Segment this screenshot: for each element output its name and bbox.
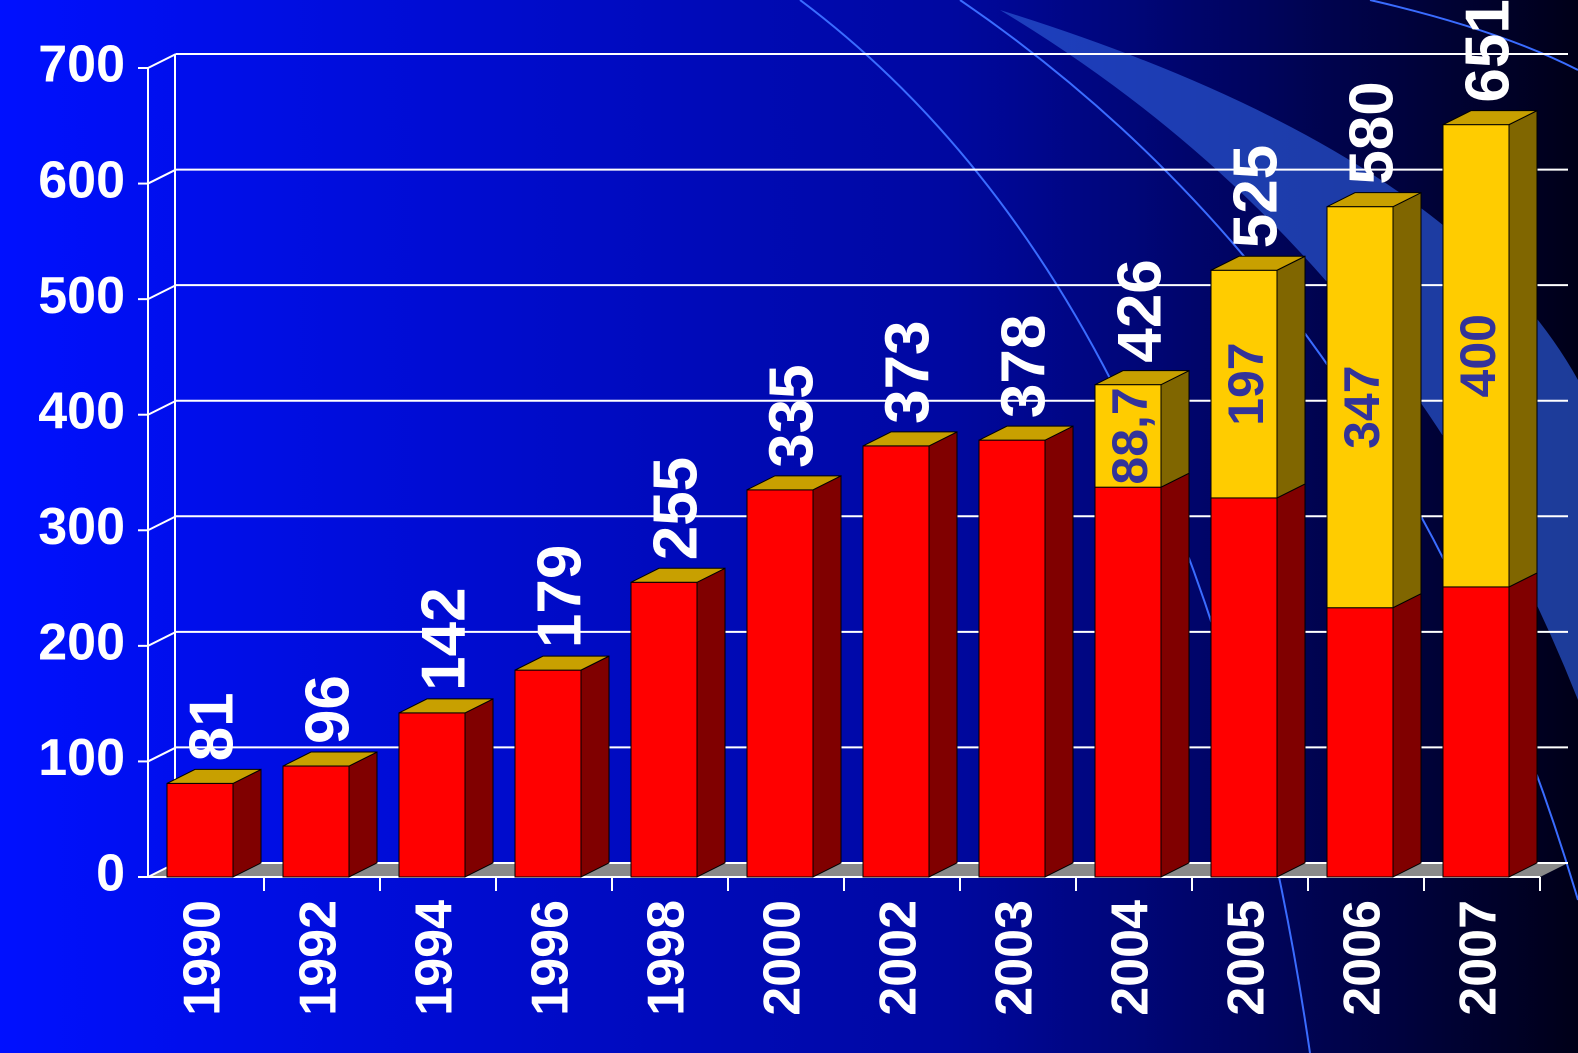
bar-side: [1160, 369, 1190, 488]
grid-line-side: [147, 399, 177, 416]
bar-side: [1044, 425, 1074, 878]
x-tick-label: 2004: [1102, 900, 1160, 1016]
bar-top: [862, 431, 958, 447]
x-tick-label: 1994: [406, 900, 464, 1016]
bar: [1326, 206, 1394, 609]
bar: [514, 669, 582, 878]
value-label: 197: [1218, 342, 1274, 425]
bar: [1326, 607, 1394, 878]
total-label: 373: [873, 320, 942, 423]
bar-side: [1392, 191, 1422, 609]
bar-top: [1326, 192, 1422, 208]
bar: [978, 439, 1046, 878]
bar-top: [1442, 110, 1538, 126]
grid-line-side: [147, 630, 177, 647]
bar-side: [1160, 472, 1190, 878]
bar-side: [1276, 255, 1306, 499]
bar-side: [812, 475, 842, 878]
y-tick-label: 600: [38, 151, 125, 209]
total-label: 81: [177, 692, 246, 761]
x-tick-label: 1990: [174, 900, 232, 1016]
bar-top: [398, 698, 494, 714]
grid-line-side: [147, 515, 177, 532]
bar: [862, 445, 930, 878]
bar-top: [1094, 370, 1190, 386]
bar: [398, 712, 466, 878]
bar-side: [1392, 592, 1422, 878]
x-tick-label: 1998: [638, 900, 696, 1016]
y-tick-label: 200: [38, 614, 125, 672]
bar: [1210, 497, 1278, 878]
bar: [746, 489, 814, 878]
total-label: 525: [1221, 145, 1290, 248]
value-label: 400: [1450, 314, 1506, 397]
bar: [1094, 486, 1162, 878]
bar: [630, 581, 698, 878]
x-tick-label: 2007: [1450, 900, 1508, 1016]
x-tick-label: 1992: [290, 900, 348, 1016]
bar: [1442, 586, 1510, 878]
bar-top: [978, 425, 1074, 441]
bar-side: [928, 431, 958, 878]
total-label: 378: [989, 315, 1058, 418]
bar-side: [1508, 109, 1538, 588]
bar: [1094, 384, 1162, 488]
bar-side: [348, 751, 378, 878]
bar-top: [1210, 255, 1306, 271]
bar-top: [282, 751, 378, 767]
bar-side: [1508, 572, 1538, 878]
total-label: 179: [525, 545, 594, 648]
total-label: 426: [1105, 259, 1174, 362]
value-label: 88,7: [1102, 387, 1158, 484]
bar-side: [232, 768, 262, 878]
bar-top: [630, 567, 726, 583]
total-label: 255: [641, 457, 710, 560]
grid-line-side: [147, 746, 177, 763]
bar-top: [166, 768, 262, 784]
x-tick-label: 2003: [986, 900, 1044, 1016]
y-tick-label: 500: [38, 267, 125, 325]
bar-side: [464, 698, 494, 878]
x-tick-label: 2006: [1334, 900, 1392, 1016]
x-tick-label: 2002: [870, 900, 928, 1016]
y-tick-label: 300: [38, 498, 125, 556]
bar-side: [696, 567, 726, 878]
y-tick-label: 0: [96, 845, 125, 903]
grid-line-side: [147, 284, 177, 301]
bar-top: [746, 475, 842, 491]
y-tick-label: 100: [38, 729, 125, 787]
decor-curve: [1369, 0, 1578, 71]
bar-side: [1276, 483, 1306, 878]
total-label: 142: [409, 587, 478, 690]
bar: [166, 782, 234, 878]
total-label: 580: [1337, 81, 1406, 184]
bar-top: [514, 655, 610, 671]
x-tick-label: 1996: [522, 900, 580, 1016]
y-tick-label: 400: [38, 382, 125, 440]
y-tick-label: 700: [38, 36, 125, 94]
x-tick-label: 2000: [754, 900, 812, 1016]
grid-line-side: [147, 53, 177, 69]
bar-side: [580, 655, 610, 878]
plot: 0 100 200 300 400 500 600 700 1990 81 1992 96 1994 14…: [38, 0, 1568, 1016]
value-label: 347: [1334, 365, 1390, 448]
bar: [282, 765, 350, 878]
total-label: 96: [293, 675, 362, 744]
x-tick-label: 2005: [1218, 900, 1276, 1016]
grid-line-side: [147, 168, 177, 185]
total-label: 651: [1453, 0, 1522, 103]
total-label: 335: [757, 364, 826, 467]
